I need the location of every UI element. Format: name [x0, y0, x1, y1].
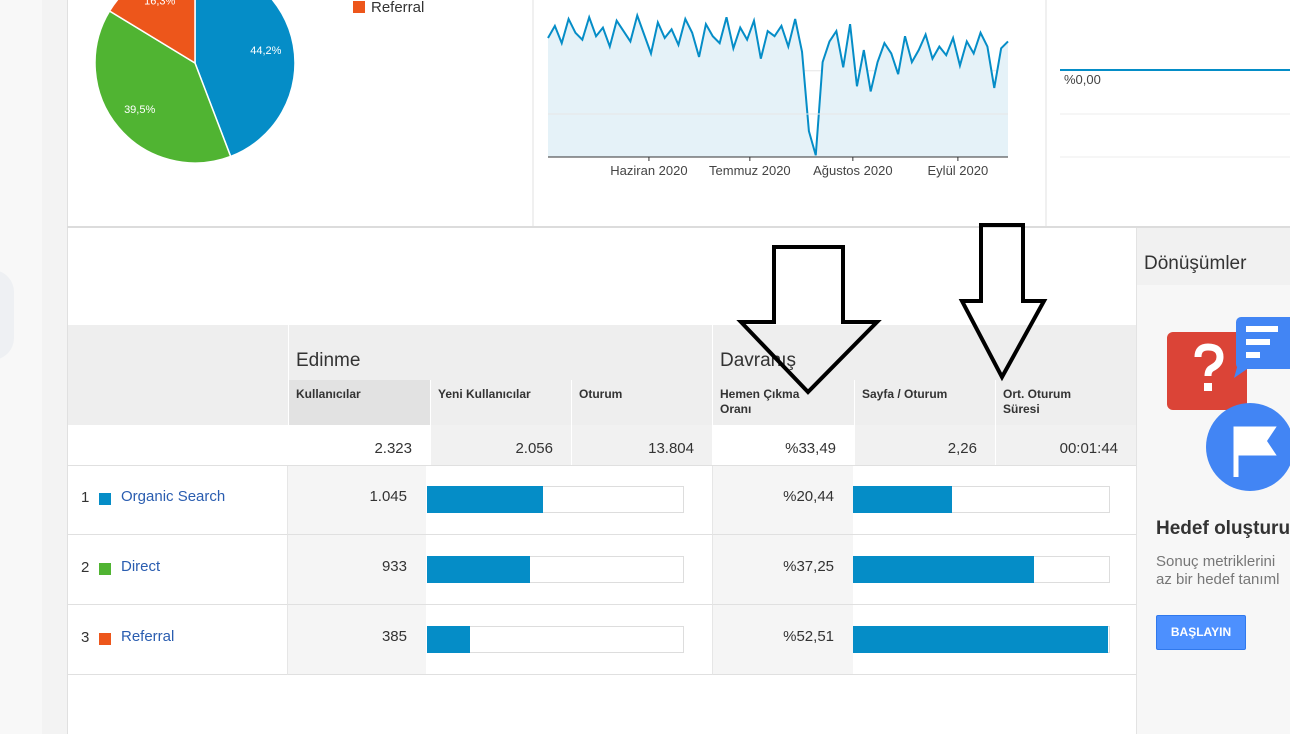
users-bar-cell	[426, 465, 712, 535]
row-name[interactable]: Organic Search	[121, 488, 226, 505]
x-tick-label: Ağustos 2020	[813, 163, 893, 178]
column-header: Hemen Çıkma Oranı	[712, 380, 854, 425]
sidebar-header	[1137, 228, 1290, 285]
row-rank: 3	[81, 629, 90, 646]
bounce-value: %37,25	[712, 535, 853, 605]
legend-label: Referral	[371, 0, 424, 16]
start-button[interactable]: BAŞLAYIN	[1156, 615, 1246, 650]
sidebar-title: Dönüşümler	[1144, 253, 1247, 274]
y-tick-label: %0,00	[1064, 72, 1101, 87]
column-title: Sayfa / Oturum	[862, 387, 948, 401]
bounce-value: %52,51	[712, 605, 853, 675]
row-swatch	[99, 493, 111, 505]
goal-icon	[1167, 317, 1290, 491]
bar-track	[427, 626, 684, 653]
users-bar-cell	[426, 605, 712, 675]
bounce-bar-cell	[853, 605, 1136, 675]
group-title: Davranış	[720, 350, 797, 371]
row-name[interactable]: Direct	[121, 558, 161, 575]
users-bar	[427, 626, 470, 653]
total-value: %33,49	[712, 425, 854, 465]
users-value: 933	[288, 535, 426, 605]
panel-border	[67, 0, 68, 734]
x-tick-label: Haziran 2020	[610, 163, 687, 178]
column-title: Yeni Kullanıcılar	[438, 387, 531, 401]
group-divider	[712, 325, 713, 380]
row-rank: 2	[81, 559, 90, 576]
bounce-bar	[853, 626, 1108, 653]
total-value: 2,26	[854, 425, 995, 465]
row-swatch	[99, 563, 111, 575]
row-name[interactable]: Referral	[121, 628, 175, 645]
icon-question-dot	[1204, 383, 1212, 391]
icon-bubble-tail	[1234, 364, 1250, 378]
bounce-bar	[853, 556, 1034, 583]
pie-label: 16,3%	[144, 0, 175, 7]
total-value: 00:01:44	[995, 425, 1136, 465]
line	[547, 12, 1009, 156]
bounce-value: %20,44	[712, 465, 853, 535]
row-swatch	[99, 633, 111, 645]
area	[548, 15, 1008, 158]
sidebar-text: Sonuç metriklerini	[1156, 553, 1276, 570]
pie-slice	[108, 0, 196, 65]
row-border	[68, 465, 1136, 466]
gutter	[42, 0, 67, 734]
rail-icon	[0, 270, 14, 360]
users-value: 1.045	[288, 465, 426, 535]
pie-label: 44,2%	[250, 45, 281, 57]
row-dim	[68, 605, 288, 675]
column-header: Ort. Oturum Süresi	[995, 380, 1136, 425]
column-header: Oturum	[571, 380, 712, 425]
total-value: 13.804	[571, 425, 712, 465]
icon-line	[1246, 352, 1260, 358]
column-title: Hemen Çıkma Oranı	[720, 387, 800, 416]
bounce-bar-cell	[853, 465, 1136, 535]
group-title: Edinme	[296, 350, 361, 371]
users-bar	[427, 486, 543, 513]
column-header: Sayfa / Oturum	[854, 380, 995, 425]
legend-swatch	[353, 1, 365, 13]
users-bar-cell	[426, 535, 712, 605]
column-header: Yeni Kullanıcılar	[430, 380, 571, 425]
top-charts: 44,2%39,5%16,3%Referral50Haziran 2020Tem…	[67, 0, 1290, 228]
users-value: 385	[288, 605, 426, 675]
column-title: Kullanıcılar	[296, 387, 361, 401]
row-rank: 1	[81, 489, 90, 506]
row-dim	[68, 535, 288, 605]
sidebar-text: az bir hedef tanıml	[1156, 571, 1280, 588]
column-title: Ort. Oturum Süresi	[1003, 387, 1071, 416]
icon-line	[1246, 339, 1270, 345]
x-tick-label: Eylül 2020	[928, 163, 989, 178]
total-value: 2.323	[288, 425, 430, 465]
bounce-bar-cell	[853, 535, 1136, 605]
pie-label: 39,5%	[124, 104, 155, 116]
pie-slice	[194, 0, 296, 158]
panel-bottom	[67, 226, 1290, 228]
bounce-bar	[853, 486, 953, 513]
column-header: Kullanıcılar	[288, 380, 430, 425]
dim-header	[68, 325, 288, 425]
users-bar	[427, 556, 531, 583]
sidebar-heading: Hedef oluşturu	[1156, 518, 1290, 539]
row-dim	[68, 465, 288, 535]
total-value: 2.056	[430, 425, 571, 465]
icon-question	[1194, 343, 1224, 377]
icon-flag	[1233, 426, 1277, 477]
icon-line	[1246, 326, 1278, 332]
column-title: Oturum	[579, 387, 623, 401]
pie-slice	[94, 9, 232, 164]
x-tick-label: Temmuz 2020	[709, 163, 791, 178]
